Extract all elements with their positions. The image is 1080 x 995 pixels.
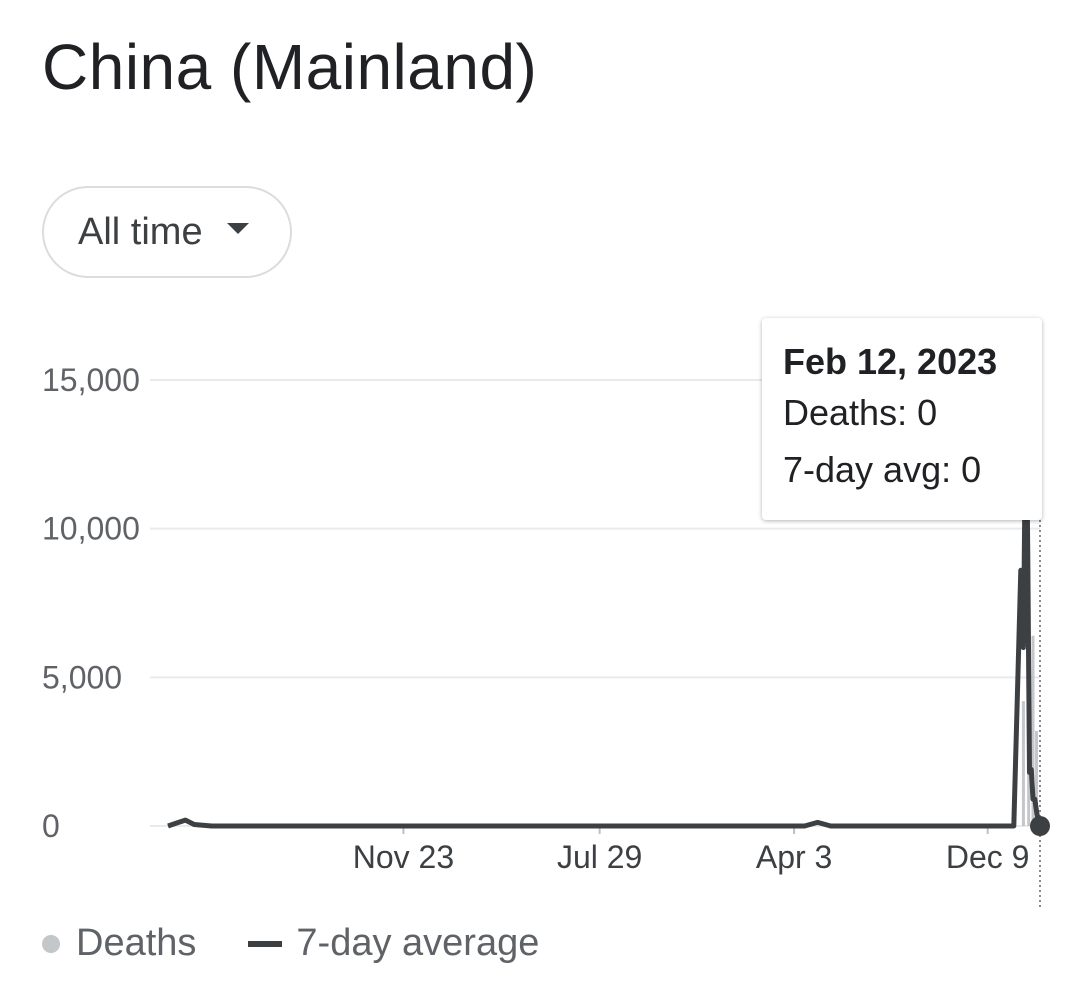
page-title: China (Mainland) [42,31,538,103]
y-tick-label: 15,000 [42,362,140,398]
legend-line-icon [248,940,283,947]
time-range-dropdown[interactable]: All time [42,186,292,278]
chart-legend: Deaths 7-day average [42,922,591,965]
x-tick-label: Nov 23 [353,839,454,875]
caret-down-icon [226,222,249,234]
x-tick-label: Dec 9 [946,839,1030,875]
legend-average-label: 7-day average [296,922,540,964]
legend-item-average: 7-day average [248,922,539,965]
y-tick-label: 0 [42,808,60,844]
x-tick-label: Jul 29 [557,839,642,875]
tooltip-date: Feb 12, 2023 [783,341,998,382]
legend-item-deaths: Deaths [42,922,196,965]
legend-deaths-label: Deaths [76,922,197,964]
tooltip-deaths: Deaths: 0 [783,392,938,433]
y-tick-label: 10,000 [42,511,140,547]
time-range-label: All time [78,210,203,253]
y-tick-label: 5,000 [42,659,122,695]
highlight-point [1030,816,1050,836]
x-tick-label: Apr 3 [756,839,832,875]
average-series-line [167,377,1043,829]
chart-tooltip: Feb 12, 2023 Deaths: 0 7-day avg: 0 [762,318,1042,520]
legend-dot-icon [42,934,60,953]
tooltip-avg: 7-day avg: 0 [783,449,982,490]
